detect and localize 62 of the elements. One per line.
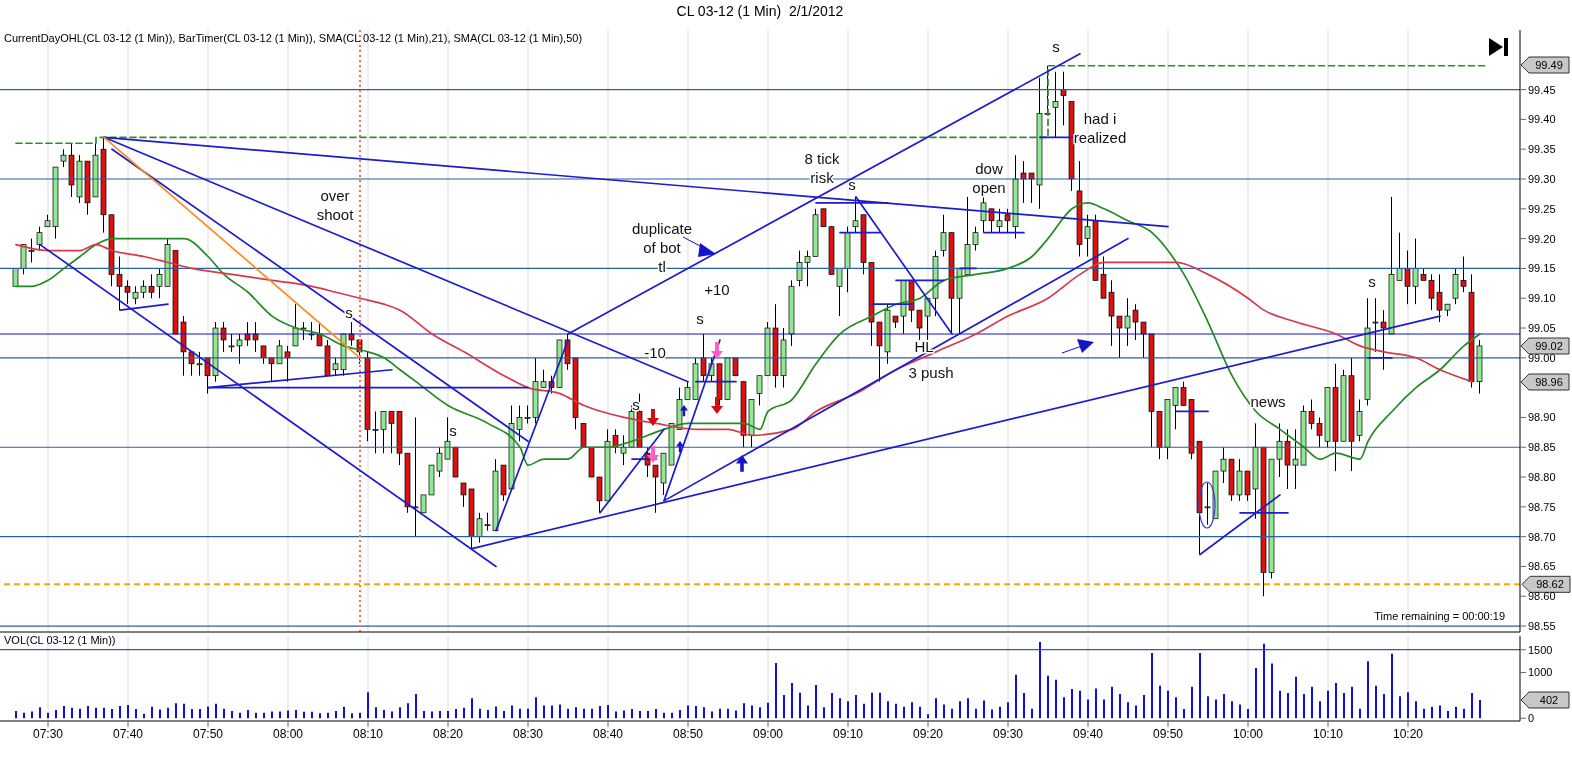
- annotation: news: [1250, 393, 1286, 410]
- y-tick-label: 1000: [1528, 666, 1553, 679]
- y-tick-label: 98.85: [1528, 441, 1556, 454]
- y-tick-label: 99.20: [1528, 232, 1556, 245]
- y-tick-label: 1500: [1528, 643, 1553, 656]
- x-tick-label: 10:00: [1232, 726, 1264, 741]
- annotation: dow open: [972, 159, 1006, 196]
- annotation: had i realized: [1073, 109, 1127, 146]
- y-tick-label: 98.75: [1528, 500, 1556, 513]
- text: 99.02: [1535, 340, 1563, 352]
- annotation: 8 tick risk: [804, 149, 840, 186]
- x-tick-label: 09:20: [912, 726, 944, 741]
- x-tick-label: 08:40: [592, 726, 624, 741]
- annotation: s: [449, 422, 457, 439]
- annotation: s: [696, 310, 704, 327]
- x-tick-label: 08:10: [352, 726, 384, 741]
- x-tick-label: 08:30: [512, 726, 544, 741]
- annotation: s: [1052, 38, 1060, 55]
- annotation: Time remaining = 00:00:19: [1374, 610, 1505, 622]
- y-tick-label: 99.40: [1528, 113, 1556, 126]
- y-tick-label: 99.45: [1528, 83, 1556, 96]
- y-tick-label: 99.35: [1528, 143, 1556, 156]
- annotation: over shoot: [316, 186, 355, 223]
- x-tick-label: 09:50: [1152, 726, 1184, 741]
- x-tick-label: 07:40: [112, 726, 144, 741]
- y-tick-label: 98.60: [1528, 590, 1556, 603]
- ref-line-label: 98.62: [1536, 578, 1564, 591]
- y-tick-label: 99.15: [1528, 262, 1556, 275]
- x-tick-label: 07:50: [192, 726, 224, 741]
- x-tick-label: 10:20: [1392, 726, 1424, 741]
- x-tick-label: 07:30: [32, 726, 64, 741]
- x-tick-label: 08:20: [432, 726, 464, 741]
- annotation: -10: [644, 344, 666, 361]
- y-tick-label: 99.05: [1528, 321, 1556, 334]
- x-tick-label: 08:00: [272, 726, 304, 741]
- annotation: HL: [914, 338, 934, 355]
- chart-subtitle: CurrentDayOHL(CL 03-12 (1 Min)), BarTimer(CL 03-12 (1 Min)), SMA(CL 03-12 (1 Min),21), SMA(CL 03-12 (1 Min),50): [4, 32, 583, 44]
- annotation: s: [848, 176, 856, 193]
- y-tick-label: 98.65: [1528, 560, 1556, 573]
- x-tick-label: 10:10: [1312, 726, 1344, 741]
- x-tick-label: 09:30: [992, 726, 1024, 741]
- y-tick-label: 98.90: [1528, 411, 1556, 424]
- chart-title: CL 03-12 (1 Min) 2/1/2012: [675, 3, 845, 19]
- y-tick-label: 98.70: [1528, 530, 1556, 543]
- text: 98.96: [1535, 376, 1563, 388]
- y-tick-label: 99.30: [1528, 172, 1556, 185]
- x-tick-label: 08:50: [672, 726, 704, 741]
- annotation: +10: [704, 281, 730, 298]
- annotation: s: [1368, 273, 1376, 290]
- y-tick-label: 0: [1528, 712, 1535, 725]
- x-tick-label: 09:40: [1072, 726, 1104, 741]
- y-tick-label: 98.80: [1528, 470, 1556, 483]
- annotation: 3 push: [908, 364, 954, 381]
- y-tick-label: 99.00: [1528, 351, 1556, 364]
- text: 99.49: [1535, 59, 1563, 71]
- y-tick-label: 99.25: [1528, 202, 1556, 215]
- x-tick-label: 09:00: [752, 726, 784, 741]
- text: 402: [1539, 694, 1559, 706]
- y-tick-label: 99.10: [1528, 292, 1556, 305]
- chart-title: VOL(CL 03-12 (1 Min)): [4, 634, 116, 646]
- x-tick-label: 09:10: [832, 726, 864, 741]
- y-tick-label: 98.55: [1528, 619, 1556, 632]
